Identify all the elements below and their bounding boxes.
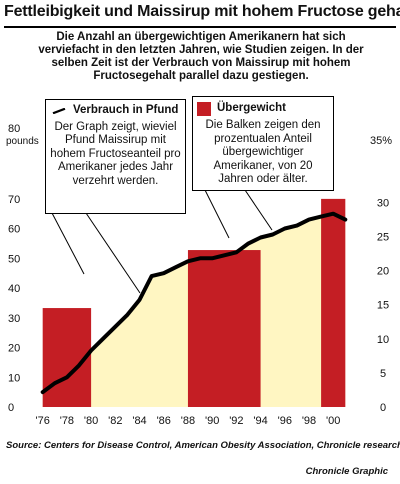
line-point-8	[138, 298, 142, 302]
x-tick-label-2: '80	[84, 415, 98, 427]
bar-legend-title: Übergewicht	[217, 102, 287, 115]
x-tick-label-11: '98	[302, 415, 316, 427]
line-point-12	[186, 259, 190, 263]
line-point-17	[246, 241, 250, 245]
right-axis-unit-label: 35%	[370, 135, 392, 147]
line-point-0	[41, 390, 45, 394]
line-key-icon	[52, 107, 66, 114]
bar-legend-text: Die Balken zeigen den prozentualen Antei…	[205, 119, 321, 185]
line-point-1	[53, 381, 57, 385]
chart-title: Fettleibigkeit und Maissirup mit hohem F…	[4, 3, 400, 20]
left-tick-label-6: 20	[8, 343, 20, 355]
left-tick-label-8: 0	[8, 402, 14, 414]
chart-subtitle: Die Anzahl an übergewichtigen Amerikaner…	[38, 31, 364, 82]
line-legend-head: Verbrauch in Pfund	[50, 104, 185, 118]
chart-credit: Chronicle Graphic	[305, 466, 388, 477]
line-point-21	[295, 224, 299, 228]
left-tick-label-4: 40	[8, 283, 20, 295]
x-tick-label-1: '78	[60, 415, 74, 427]
line-point-10	[162, 271, 166, 275]
x-tick-label-10: '96	[278, 415, 292, 427]
line-point-6	[113, 325, 117, 329]
line-point-16	[234, 250, 238, 254]
line-point-15	[222, 253, 226, 257]
right-tick-label-3: 15	[377, 300, 389, 312]
line-point-3	[77, 363, 81, 367]
left-tick-label-7: 10	[8, 372, 20, 384]
right-tick-label-5: 5	[380, 368, 386, 380]
line-point-14	[210, 256, 214, 260]
x-tick-label-6: '88	[181, 415, 195, 427]
left-tick-label-3: 50	[8, 253, 20, 265]
bar-2	[321, 198, 346, 407]
left-tick-label-5: 30	[8, 313, 20, 325]
leader-lines	[51, 189, 273, 294]
line-point-22	[307, 218, 311, 222]
line-point-25	[343, 218, 347, 222]
line-point-2	[65, 375, 69, 379]
line-legend-text: Der Graph zeigt, wieviel Pfund Maissirup…	[50, 120, 181, 187]
line-point-13	[198, 256, 202, 260]
line-series	[40, 211, 348, 395]
line-point-24	[331, 212, 335, 216]
x-tick-label-0: '76	[36, 415, 50, 427]
line-point-23	[319, 215, 323, 219]
axes-group: '76 '78 '80 '82 '84 '86 '88 '90 '92 '94 '96 '98 '00 p…	[6, 123, 392, 427]
x-tick-label-9: '94	[253, 415, 267, 427]
line-point-5	[101, 337, 105, 341]
bar-1	[187, 250, 261, 407]
right-tick-label-0: 30	[377, 197, 389, 209]
line-point-4	[89, 348, 93, 352]
right-tick-label-2: 20	[377, 266, 389, 278]
line-point-9	[150, 274, 154, 278]
chart-source: Source: Centers for Disease Control, Ame…	[6, 440, 400, 451]
line-series-group	[40, 211, 348, 395]
title-divider	[4, 26, 396, 28]
line-point-7	[125, 313, 129, 317]
line-legend-title: Verbrauch in Pfund	[73, 104, 179, 116]
left-tick-label-2: 60	[8, 224, 20, 236]
line-point-20	[283, 227, 287, 231]
bar-legend-head: Übergewicht	[197, 102, 333, 116]
left-axis-unit-label: pounds	[6, 136, 39, 147]
x-tick-label-12: '00	[326, 415, 340, 427]
x-tick-label-4: '84	[132, 415, 146, 427]
x-tick-label-5: '86	[157, 415, 171, 427]
x-tick-label-3: '82	[108, 415, 122, 427]
leader-line-line-2	[85, 212, 141, 294]
leader-line-bars-1	[204, 189, 230, 239]
right-tick-label-4: 10	[377, 334, 389, 346]
line-point-18	[259, 235, 263, 239]
line-point-11	[174, 265, 178, 269]
bar-key-swatch	[197, 102, 211, 116]
left-tick-label-0: 80	[8, 123, 20, 135]
leader-line-line-1	[51, 212, 85, 275]
right-tick-label-1: 25	[377, 231, 389, 243]
right-tick-label-6: 0	[380, 402, 386, 414]
leader-line-bars-2	[244, 189, 273, 231]
line-point-19	[271, 232, 275, 236]
bar-legend-callout: Übergewicht Die Balken zeigen den prozen…	[192, 96, 334, 191]
x-tick-label-7: '90	[205, 415, 219, 427]
x-tick-label-8: '92	[229, 415, 243, 427]
line-legend-callout: Verbrauch in Pfund Der Graph zeigt, wiev…	[45, 99, 186, 214]
left-tick-label-1: 70	[8, 194, 20, 206]
